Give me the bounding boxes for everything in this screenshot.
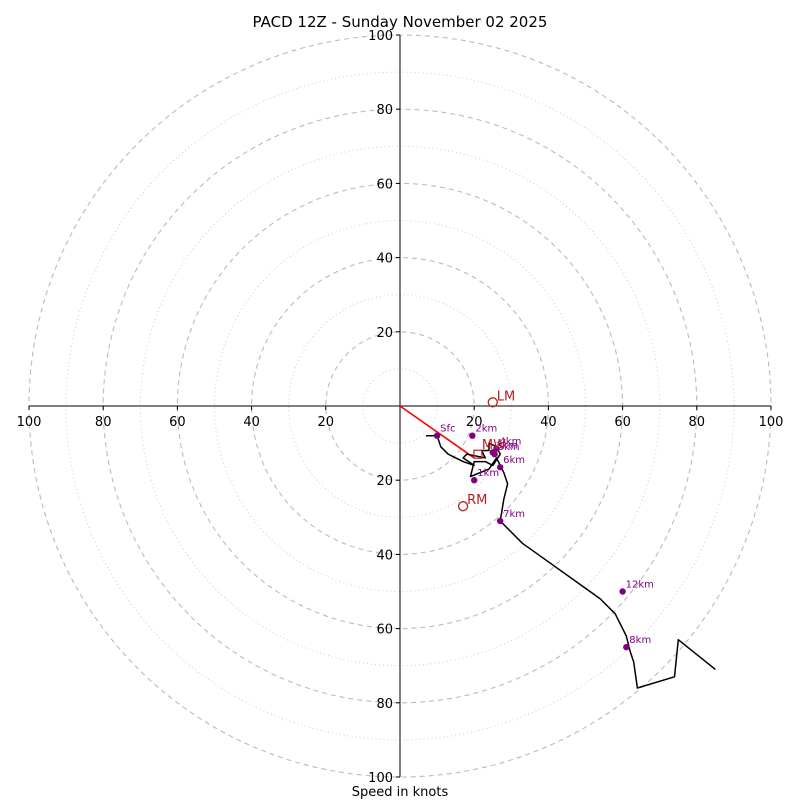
x-tick-label: 40 [243,415,260,430]
storm-motion-vector [399,405,475,459]
x-tick-label: 80 [95,415,112,430]
y-tick-label: 100 [368,771,393,786]
chart-title: PACD 12Z - Sunday November 02 2025 [253,13,548,31]
height-marker-label: 2km [475,424,497,435]
storm-marker-circle [457,501,469,512]
height-marker-dot [496,464,504,471]
x-tick-label: 100 [17,415,42,430]
height-marker-dot [491,451,498,458]
x-tick-label: 60 [169,415,186,430]
x-tick-label: 60 [614,415,631,430]
height-marker-label: 8km [629,635,651,646]
height-marker-dot [471,477,478,484]
y-tick-label: 60 [376,177,393,192]
height-marker-label: 5km [498,442,520,453]
storm-marker-label: MW [482,438,506,453]
height-marker-label: 1km [477,468,499,479]
y-tick-label: 40 [376,548,393,563]
y-tick-label: 40 [376,252,393,267]
height-marker-label: 6km [503,455,525,466]
height-marker-dot [496,517,504,525]
x-tick-label: 20 [318,415,335,430]
storm-motion-line [399,405,475,459]
height-marker-label: 3km [496,440,518,451]
hodograph-line [426,434,716,689]
y-tick-label: 20 [376,326,393,341]
height-marker-label: Sfc [440,424,455,435]
height-marker-dot [433,432,441,439]
height-marker-label: 12km [626,580,654,591]
storm-marker-label: RM [467,493,487,508]
x-tick-label: 20 [466,415,483,430]
height-marker-dot [469,432,476,439]
height-marker-dot [493,445,500,452]
height-marker-dot [623,643,630,651]
y-tick-label: 100 [368,29,393,44]
x-tick-label: 80 [689,415,706,430]
storm-marker-label: LM [497,389,515,404]
height-marker-label: 7km [503,509,525,520]
storm-marker-circle [487,397,498,408]
y-tick-label: 60 [376,623,393,638]
y-tick-label: 20 [376,474,393,489]
y-tick-label: 80 [376,697,393,712]
x-tick-label: 40 [540,415,557,430]
hodograph-trace [426,434,716,689]
storm-marker-square [473,449,483,459]
x-tick-label: 100 [759,415,784,430]
height-marker-label: 4km [499,437,521,448]
x-axis-label: Speed in knots [352,785,449,800]
axis-ticks: 100 80 60 40 20 20 40 60 80 100 20 40 60 80 100 20 40 60 8… [17,29,784,786]
height-marker-dot [619,588,626,595]
y-tick-label: 80 [376,103,393,118]
storm-markers: LM RM MW [457,389,515,512]
